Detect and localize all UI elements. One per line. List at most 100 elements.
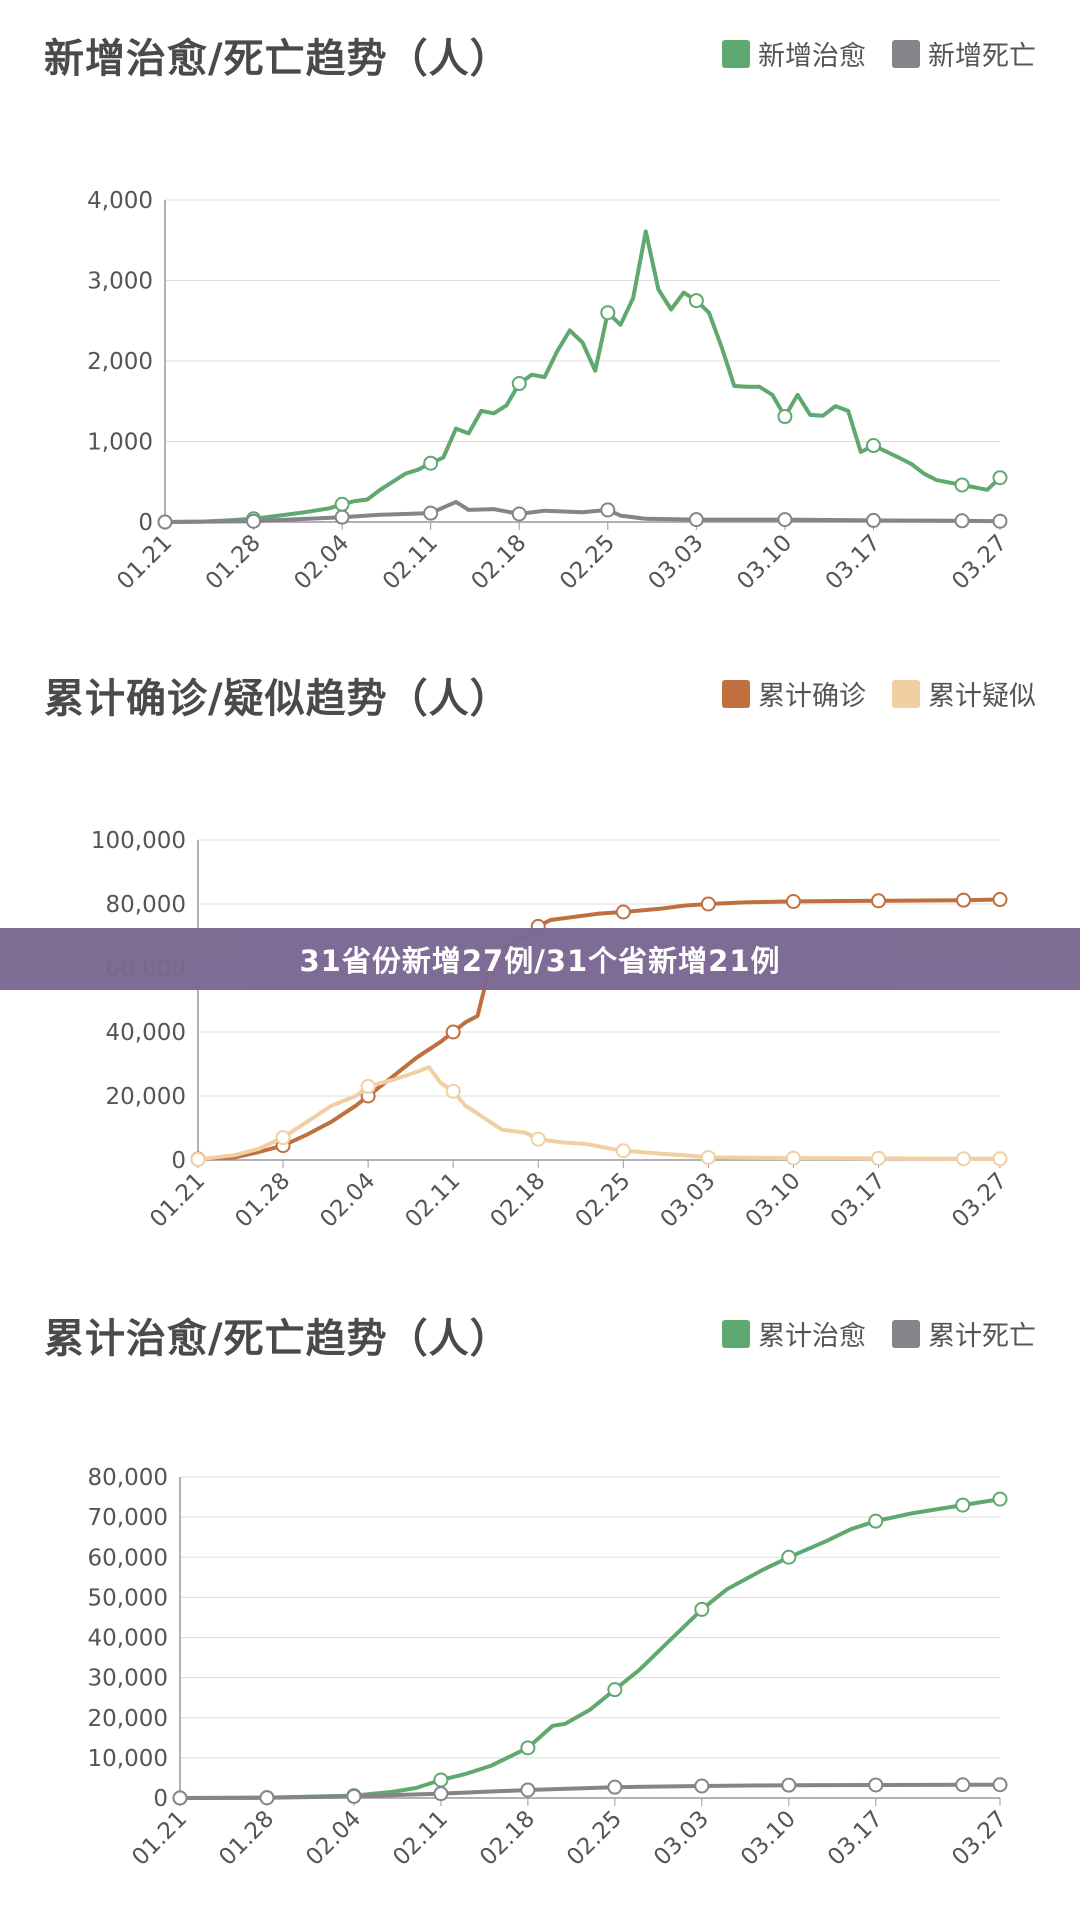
data-point[interactable]	[511, 376, 527, 392]
chart-legend: 累计确诊 累计疑似	[722, 674, 1036, 713]
data-point[interactable]	[865, 512, 881, 528]
data-point[interactable]	[992, 513, 1008, 529]
data-point[interactable]	[992, 1151, 1008, 1167]
x-tick-label: 01.21	[127, 1806, 192, 1871]
line-chart: 0 1,000 2,000 3,000 4,000 01.21 01.28 02.04 02.1…	[87, 188, 1012, 595]
headline-banner[interactable]: 31省份新增27例/31个省新增21例	[0, 928, 1080, 990]
data-point[interactable]	[346, 1788, 362, 1804]
series-line	[163, 229, 1002, 524]
legend-label: 新增治愈	[758, 41, 866, 72]
legend-swatch	[892, 39, 920, 68]
legend-label: 新增死亡	[928, 41, 1036, 72]
data-point[interactable]	[600, 502, 616, 518]
data-point[interactable]	[955, 1777, 971, 1793]
data-point[interactable]	[870, 893, 886, 909]
chart-panel-1: 新增治愈/死亡趋势（人） 新增治愈 新增死亡 0 1,000 2,000 3,000 4…	[0, 0, 1080, 640]
data-point[interactable]	[781, 1549, 797, 1565]
x-tick-label: 02.11	[400, 1168, 465, 1233]
x-tick-label: 02.18	[467, 530, 532, 595]
data-point[interactable]	[445, 1024, 461, 1040]
data-point[interactable]	[781, 1777, 797, 1793]
data-point[interactable]	[785, 893, 801, 909]
data-point[interactable]	[694, 1778, 710, 1794]
legend-item[interactable]: 累计疑似	[892, 674, 1036, 713]
data-point[interactable]	[615, 1143, 631, 1159]
legend-swatch	[722, 39, 750, 68]
data-point[interactable]	[172, 1790, 188, 1806]
data-point[interactable]	[607, 1682, 623, 1698]
data-point[interactable]	[870, 1150, 886, 1166]
data-point[interactable]	[992, 1491, 1008, 1507]
y-tick-label: 1,000	[87, 430, 153, 456]
data-point[interactable]	[275, 1130, 291, 1146]
legend-item[interactable]: 累计治愈	[722, 1314, 866, 1353]
data-point[interactable]	[694, 1601, 710, 1617]
data-point[interactable]	[433, 1786, 449, 1802]
data-point[interactable]	[688, 293, 704, 309]
line-chart: 020,00040,00060,00080,000100,00001.2101.…	[91, 828, 1012, 1233]
x-tick-label: 03.27	[947, 1806, 1012, 1871]
x-tick-label: 01.21	[112, 530, 177, 595]
chart-title: 累计确诊/疑似趋势（人）	[44, 676, 511, 722]
data-point[interactable]	[607, 1779, 623, 1795]
data-point[interactable]	[190, 1151, 206, 1167]
data-point[interactable]	[777, 409, 793, 425]
data-point[interactable]	[688, 512, 704, 528]
data-point[interactable]	[777, 512, 793, 528]
data-point[interactable]	[700, 1149, 716, 1165]
legend-label: 累计确诊	[758, 681, 866, 712]
data-point[interactable]	[423, 505, 439, 521]
data-point[interactable]	[992, 892, 1008, 908]
series-line	[196, 1065, 1002, 1162]
data-point[interactable]	[423, 455, 439, 471]
data-point[interactable]	[955, 1497, 971, 1513]
data-point[interactable]	[259, 1790, 275, 1806]
data-point[interactable]	[600, 305, 616, 321]
y-tick-label: 50,000	[88, 1585, 168, 1611]
legend-item[interactable]: 累计死亡	[892, 1314, 1036, 1353]
data-point[interactable]	[511, 506, 527, 522]
line-chart: 0 10,000 20,000 30,000 40,000 50,000 60,000 70,…	[88, 1465, 1013, 1871]
data-point[interactable]	[954, 513, 970, 529]
data-point[interactable]	[954, 477, 970, 493]
data-point[interactable]	[445, 1083, 461, 1099]
legend-item[interactable]: 新增死亡	[892, 34, 1036, 73]
x-tick-label: 02.11	[378, 530, 443, 595]
data-point[interactable]	[785, 1150, 801, 1166]
data-point[interactable]	[700, 896, 716, 912]
legend-label: 累计疑似	[928, 681, 1036, 712]
data-point[interactable]	[520, 1740, 536, 1756]
y-tick-label: 0	[171, 1148, 186, 1174]
y-tick-label: 0	[153, 1786, 168, 1812]
chart-title: 累计治愈/死亡趋势（人）	[44, 1316, 511, 1362]
data-point[interactable]	[530, 1131, 546, 1147]
x-tick-label: 01.28	[230, 1168, 295, 1233]
y-tick-label: 10,000	[88, 1746, 168, 1772]
data-point[interactable]	[868, 1513, 884, 1529]
data-point[interactable]	[334, 496, 350, 512]
legend-item[interactable]: 累计确诊	[722, 674, 866, 713]
data-point[interactable]	[334, 509, 350, 525]
data-point[interactable]	[615, 904, 631, 920]
data-point[interactable]	[433, 1772, 449, 1788]
data-point[interactable]	[992, 1777, 1008, 1793]
data-point[interactable]	[992, 470, 1008, 486]
data-point[interactable]	[520, 1782, 536, 1798]
data-point[interactable]	[360, 1078, 376, 1094]
data-point[interactable]	[956, 1151, 972, 1167]
data-point[interactable]	[868, 1777, 884, 1793]
chart-legend: 新增治愈 新增死亡	[722, 34, 1036, 73]
x-tick-label: 02.18	[486, 1168, 551, 1233]
data-point[interactable]	[157, 514, 173, 530]
y-tick-label: 2,000	[87, 349, 153, 375]
chart-panel-2: 累计确诊/疑似趋势（人） 累计确诊 累计疑似 020,00040,00060,0…	[0, 640, 1080, 1280]
x-tick-label: 02.11	[388, 1806, 453, 1871]
x-tick-label: 03.10	[736, 1806, 801, 1871]
x-tick-label: 02.25	[571, 1168, 636, 1233]
y-tick-label: 40,000	[88, 1626, 168, 1652]
legend-item[interactable]: 新增治愈	[722, 34, 866, 73]
data-point[interactable]	[246, 513, 262, 529]
data-point[interactable]	[956, 892, 972, 908]
x-tick-label: 02.25	[555, 530, 620, 595]
data-point[interactable]	[865, 438, 881, 454]
